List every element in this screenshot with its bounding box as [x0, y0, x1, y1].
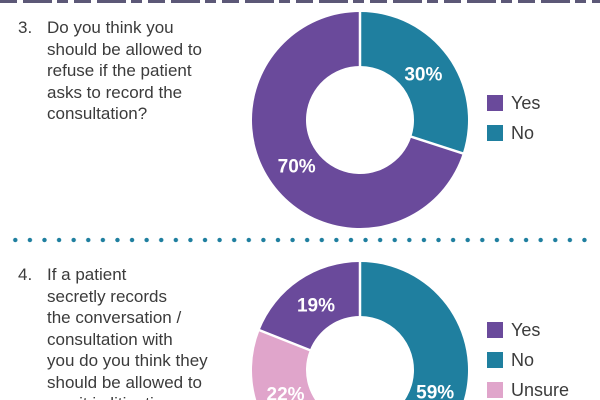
- question-3-number: 3.: [18, 18, 33, 37]
- question-3-block: 3. Do you think you should be allowed to…: [18, 17, 253, 125]
- legend-label-unsure: Unsure: [511, 380, 570, 400]
- cropped-header-band: [0, 0, 600, 3]
- question-4-block: 4. If a patient secretly records the con…: [18, 264, 253, 400]
- dotted-separator: [8, 237, 592, 243]
- donut-segment-no: [360, 262, 468, 400]
- legend-q3: Yes No: [487, 93, 541, 155]
- segment-divider: [410, 135, 465, 155]
- donut-segment-no: [360, 12, 468, 154]
- donut-segment-unsure: [252, 330, 316, 400]
- legend-label-no: No: [511, 123, 535, 143]
- legend-swatch-no: [487, 125, 503, 141]
- legend-swatch-yes: [487, 322, 503, 338]
- legend-swatch-yes: [487, 95, 503, 111]
- legend-q4: Yes No Unsure: [487, 320, 570, 400]
- percent-label-no: 59%: [416, 382, 454, 400]
- legend-label-yes: Yes: [511, 320, 541, 340]
- legend-label-no: No: [511, 350, 535, 370]
- donut-chart-q4: 59% 22% 19%: [252, 262, 468, 400]
- percent-label-unsure: 22%: [267, 385, 305, 400]
- percent-label-yes: 19%: [297, 296, 335, 317]
- legend-item-no: No: [487, 350, 569, 370]
- legend-label-yes: Yes: [511, 93, 541, 113]
- legend-item-unsure: Unsure: [487, 380, 570, 400]
- donut-chart-q3: 30% 70%: [252, 12, 468, 228]
- percent-label-no: 30%: [404, 64, 442, 85]
- question-4-number: 4.: [18, 265, 33, 284]
- legend-item-yes: Yes: [487, 93, 541, 113]
- legend-swatch-no: [487, 352, 503, 368]
- question-3-text: Do you think you should be allowed to re…: [47, 18, 203, 123]
- segment-divider: [258, 328, 312, 352]
- legend-item-no: No: [487, 123, 540, 143]
- donut-segment-yes: [259, 262, 360, 351]
- legend-swatch-unsure: [487, 382, 503, 398]
- percent-label-yes: 70%: [278, 157, 316, 178]
- question-4-text: If a patient secretly records the conver…: [47, 265, 208, 400]
- donut-segment-yes: [252, 12, 463, 228]
- legend-item-yes: Yes: [487, 320, 569, 340]
